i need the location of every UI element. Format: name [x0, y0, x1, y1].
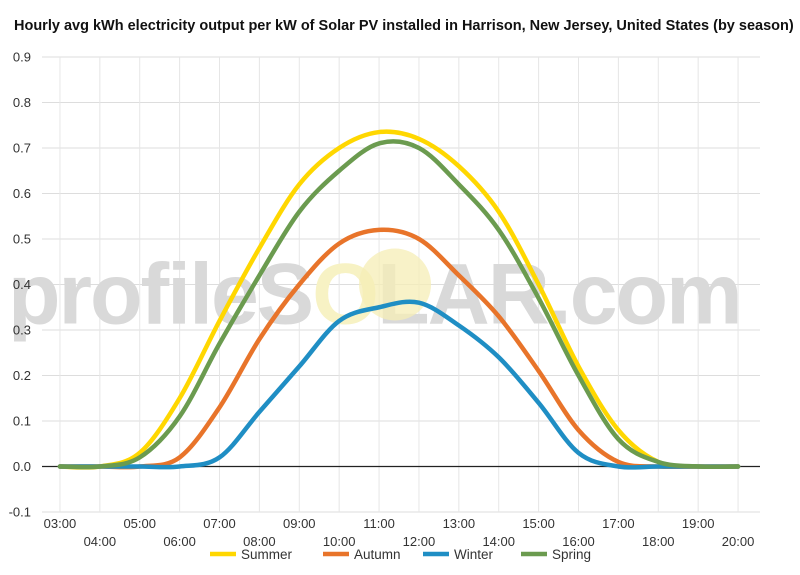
x-tick-label: 08:00	[243, 534, 276, 549]
series-line-autumn	[57, 227, 741, 470]
x-tick-label: 12:00	[403, 534, 436, 549]
x-tick-label: 06:00	[163, 534, 196, 549]
y-tick-label: 0.8	[13, 95, 31, 110]
x-tick-label: 16:00	[562, 534, 595, 549]
x-tick-label: 07:00	[203, 516, 236, 531]
legend-item-winter: Winter	[423, 547, 494, 562]
legend-label: Autumn	[354, 547, 401, 562]
x-tick-label: 17:00	[602, 516, 635, 531]
legend-label: Winter	[454, 547, 494, 562]
x-tick-label: 14:00	[482, 534, 515, 549]
x-tick-label: 11:00	[363, 516, 395, 531]
y-tick-label: 0.2	[13, 368, 31, 383]
legend-item-summer: Summer	[210, 547, 293, 562]
watermark: profileSOLAR.com	[8, 247, 743, 343]
legend-item-spring: Spring	[521, 547, 591, 562]
x-tick-label: 15:00	[522, 516, 555, 531]
y-tick-label: 0.7	[13, 141, 31, 156]
x-tick-label: 04:00	[84, 534, 117, 549]
y-tick-label: 0.4	[13, 277, 31, 292]
watermark-left: profileS	[8, 247, 312, 343]
x-tick-label: 05:00	[123, 516, 156, 531]
legend-item-autumn: Autumn	[323, 547, 401, 562]
axes: -0.1 0.0 0.1 0.2 0.3 0.4 0.5 0.6 0.7 0.8 0.9 03:00 0…	[9, 50, 760, 549]
grid-lines	[42, 56, 760, 513]
x-tick-label: 09:00	[283, 516, 316, 531]
series-line-summer	[57, 129, 741, 470]
y-tick-label: 0.9	[13, 50, 31, 65]
y-tick-label: -0.1	[9, 505, 31, 520]
series-lines	[57, 129, 741, 470]
series-line-winter	[57, 299, 741, 470]
x-tick-label: 13:00	[443, 516, 476, 531]
x-tick-label: 10:00	[323, 534, 356, 549]
legend-label: Summer	[241, 547, 293, 562]
y-tick-label: 0.5	[13, 232, 31, 247]
x-tick-label: 19:00	[682, 516, 715, 531]
legend: Summer Autumn Winter Spring	[210, 547, 591, 562]
x-tick-label: 18:00	[642, 534, 675, 549]
legend-label: Spring	[552, 547, 591, 562]
y-tick-label: 0.3	[13, 323, 31, 338]
y-tick-label: 0.0	[13, 459, 31, 474]
y-tick-label: 0.6	[13, 186, 31, 201]
x-tick-label: 03:00	[44, 516, 77, 531]
chart-title: Hourly avg kWh electricity output per kW…	[14, 18, 794, 34]
series-line-spring	[57, 139, 741, 470]
y-tick-label: 0.1	[13, 414, 31, 429]
x-tick-label: 20:00	[722, 534, 755, 549]
